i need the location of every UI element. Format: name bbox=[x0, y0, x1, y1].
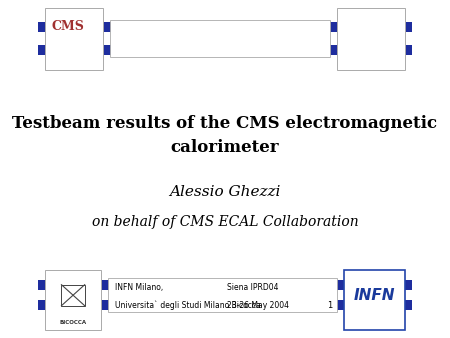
Text: BICOCCA: BICOCCA bbox=[59, 319, 86, 324]
Text: on behalf of CMS ECAL Collaboration: on behalf of CMS ECAL Collaboration bbox=[92, 215, 358, 229]
Bar bbox=[38, 22, 412, 32]
Text: Siena IPRD04: Siena IPRD04 bbox=[227, 283, 279, 292]
Bar bbox=[45, 270, 101, 330]
Bar bbox=[38, 45, 412, 55]
Text: Universita` degli Studi Milano Bicocca: Universita` degli Studi Milano Bicocca bbox=[115, 301, 260, 311]
Bar bbox=[38, 300, 412, 310]
Bar bbox=[62, 285, 85, 306]
Bar bbox=[337, 8, 405, 70]
Text: INFN: INFN bbox=[354, 288, 395, 303]
Bar bbox=[38, 280, 412, 290]
Text: 23-26 May 2004: 23-26 May 2004 bbox=[227, 301, 289, 310]
Bar bbox=[45, 8, 103, 70]
Text: 1: 1 bbox=[327, 301, 332, 310]
Text: Testbeam results of the CMS electromagnetic
calorimeter: Testbeam results of the CMS electromagne… bbox=[13, 115, 437, 155]
Text: Alessio Ghezzi: Alessio Ghezzi bbox=[169, 185, 281, 199]
Bar bbox=[108, 278, 337, 312]
Text: INFN Milano,: INFN Milano, bbox=[115, 283, 163, 292]
Bar bbox=[110, 20, 330, 57]
Bar bbox=[344, 270, 405, 330]
Text: CMS: CMS bbox=[52, 20, 85, 32]
